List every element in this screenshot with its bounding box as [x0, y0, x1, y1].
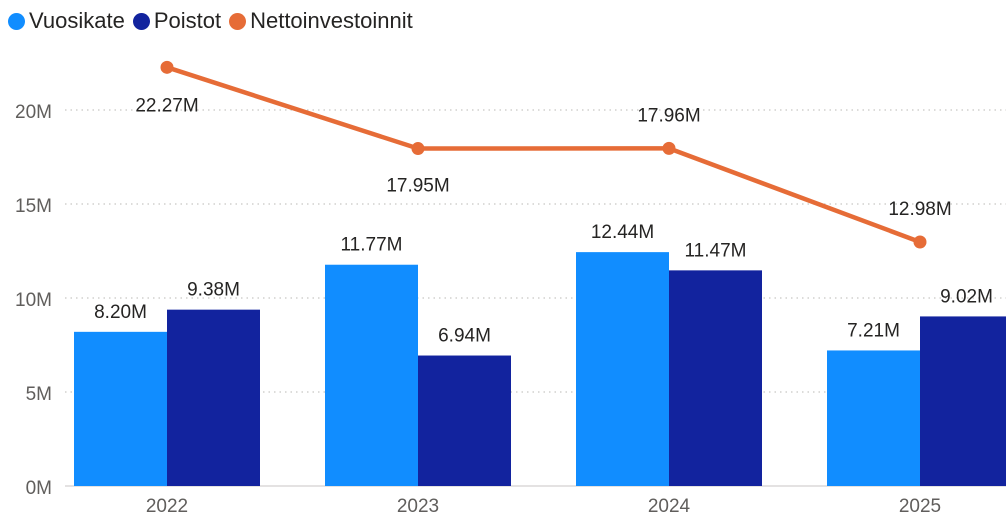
bar-vuosikate-2024 [576, 252, 669, 486]
legend-label-vuosikate: Vuosikate [29, 8, 125, 33]
y-tick-label: 10M [15, 290, 52, 311]
y-tick-label: 0M [26, 478, 52, 499]
legend-label-nettoinvestoinnit: Nettoinvestoinnit [250, 8, 413, 33]
x-tick-label-2025: 2025 [899, 496, 941, 516]
legend-marker-poistot [132, 12, 150, 30]
data-label-vuosikate-2025: 7.21M [847, 320, 900, 341]
legend-item-vuosikate[interactable]: Vuosikate [8, 8, 125, 34]
legend-item-poistot[interactable]: Poistot [132, 8, 222, 34]
data-label-nettoinvestoinnit-2022: 22.27M [135, 95, 198, 116]
bar-poistot-2022 [167, 309, 260, 486]
data-label-poistot-2022: 9.38M [187, 280, 240, 301]
bar-vuosikate-2023 [325, 264, 418, 486]
legend-marker-nettoinvestoinnit [229, 12, 247, 30]
data-label-nettoinvestoinnit-2023: 17.95M [386, 176, 449, 197]
bar-poistot-2023 [418, 355, 511, 486]
bar-poistot-2024 [669, 270, 762, 486]
bar-vuosikate-2022 [74, 331, 167, 486]
line-nettoinvestoinnit [164, 65, 923, 245]
y-tick-label: 20M [15, 102, 52, 123]
chart-legend: Vuosikate Poistot Nettoinvestoinnit [8, 6, 413, 36]
bar-poistot-2025 [920, 316, 1006, 486]
data-label-vuosikate-2022: 8.20M [94, 302, 147, 323]
point-nettoinvestoinnit-2025 [913, 235, 927, 249]
point-nettoinvestoinnit-2024 [662, 141, 676, 155]
data-label-poistot-2025: 9.02M [940, 286, 993, 307]
legend-marker-vuosikate [8, 12, 25, 30]
data-label-poistot-2023: 6.94M [438, 326, 491, 347]
y-tick-label: 5M [26, 384, 52, 405]
y-tick-label: 15M [15, 196, 52, 217]
x-tick-label-2024: 2024 [648, 496, 691, 516]
point-nettoinvestoinnit-2022 [160, 60, 174, 74]
data-label-vuosikate-2023: 11.77M [341, 235, 403, 256]
data-label-nettoinvestoinnit-2024: 17.96M [637, 105, 700, 126]
x-tick-label-2022: 2022 [146, 496, 188, 516]
x-tick-label-2023: 2023 [397, 496, 439, 516]
legend-item-nettoinvestoinnit[interactable]: Nettoinvestoinnit [229, 8, 413, 34]
data-label-nettoinvestoinnit-2025: 12.98M [888, 199, 951, 220]
data-label-vuosikate-2024: 12.44M [591, 222, 654, 243]
point-nettoinvestoinnit-2023 [411, 142, 425, 156]
bar-vuosikate-2025 [827, 350, 920, 486]
legend-label-poistot: Poistot [153, 8, 222, 33]
data-label-poistot-2024: 11.47M [685, 240, 747, 261]
